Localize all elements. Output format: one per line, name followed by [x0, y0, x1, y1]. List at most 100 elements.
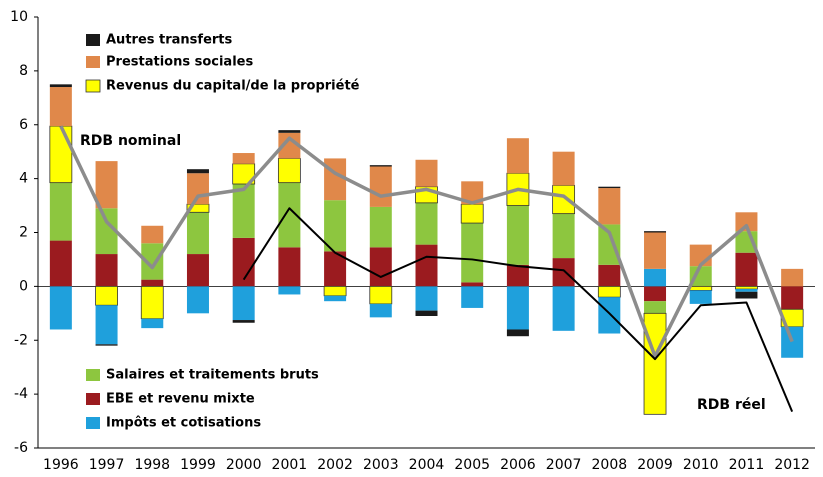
- bar-segment: [735, 289, 758, 292]
- y-tick-label: -6: [14, 440, 28, 456]
- bar-segment: [552, 258, 575, 287]
- x-tick-label: 2012: [774, 457, 810, 473]
- bar-segment: [735, 285, 758, 290]
- x-tick-label: 2010: [683, 457, 719, 473]
- bar-segment: [369, 285, 393, 305]
- bar-segment: [598, 297, 621, 334]
- legend-label: Autres transferts: [106, 33, 233, 48]
- bar-segment: [324, 200, 347, 252]
- bar-segment: [49, 84, 72, 88]
- y-tick-label: 2: [19, 225, 28, 241]
- x-tick-label: 2009: [637, 457, 673, 473]
- bar-segment: [415, 310, 438, 317]
- bar-segment: [141, 243, 164, 280]
- bar-segment: [278, 286, 301, 295]
- bar-segment: [278, 132, 301, 159]
- bar-segment: [735, 252, 758, 287]
- legend-swatch: [86, 56, 100, 68]
- bar-segment: [644, 232, 667, 269]
- bar-segment: [689, 285, 713, 291]
- bar-segment: [506, 264, 529, 287]
- x-tick-label: 2005: [454, 457, 490, 473]
- bar-segment: [278, 130, 301, 133]
- bar-segment: [781, 268, 804, 287]
- bar-segment: [689, 290, 712, 304]
- bar-segment: [369, 166, 392, 207]
- bar-segment: [232, 286, 255, 321]
- bar-segment: [186, 254, 209, 287]
- bar-segment: [644, 286, 667, 302]
- legend-swatch: [85, 79, 101, 93]
- legend-label: EBE et revenu mixte: [106, 392, 255, 407]
- bar-segment: [461, 282, 484, 287]
- bar-segment: [277, 158, 301, 184]
- bar-segment: [598, 188, 621, 225]
- y-tick-label: 4: [19, 171, 28, 187]
- legend-label: Prestations sociales: [106, 55, 253, 70]
- x-tick-label: 2004: [409, 457, 445, 473]
- bar-segment: [689, 266, 712, 287]
- bar-segment: [506, 286, 529, 330]
- bar-segment: [369, 206, 392, 248]
- bar-segment: [461, 181, 484, 205]
- bar-segment: [644, 301, 667, 314]
- bar-segment: [95, 161, 118, 209]
- x-tick-label: 1997: [89, 457, 125, 473]
- x-tick-label: 2011: [729, 457, 765, 473]
- bar-segment: [461, 286, 484, 308]
- bar-segment: [141, 318, 164, 329]
- bar-segment: [141, 225, 164, 244]
- bar-segment: [186, 169, 209, 174]
- bar-segment: [552, 184, 576, 215]
- bar-segment: [644, 268, 667, 287]
- legend-swatch: [86, 393, 100, 405]
- x-tick-label: 2007: [546, 457, 582, 473]
- bar-segment: [324, 158, 347, 201]
- bar-segment: [506, 329, 529, 337]
- bar-segment: [141, 279, 164, 287]
- bar-segment: [369, 303, 392, 318]
- bar-segment: [49, 240, 72, 287]
- bar-segment: [552, 213, 575, 259]
- legend-swatch: [86, 417, 100, 429]
- bar-segment: [369, 247, 392, 287]
- bar-segment: [186, 286, 209, 314]
- line: [242, 207, 794, 413]
- bar-segment: [598, 224, 621, 265]
- x-tick-label: 2008: [592, 457, 628, 473]
- y-tick-label: 6: [19, 117, 28, 133]
- legend-swatch: [86, 369, 100, 381]
- bar-segment: [735, 291, 758, 299]
- line-label: RDB réel: [697, 397, 766, 413]
- bar-segment: [95, 285, 118, 306]
- line: [59, 125, 794, 359]
- y-tick-label: 0: [19, 278, 28, 294]
- bar-segment: [598, 186, 621, 189]
- bar-segment: [49, 182, 72, 241]
- bar-segment: [506, 205, 529, 265]
- bar-segment: [552, 151, 575, 186]
- y-tick-label: -2: [14, 332, 28, 348]
- bar-segment: [95, 344, 118, 346]
- bar-segment: [644, 231, 667, 233]
- x-tick-label: 2006: [500, 457, 536, 473]
- bar-segment: [415, 159, 438, 187]
- bar-segment: [415, 202, 438, 245]
- bar-segment: [461, 223, 484, 283]
- bar-segment: [324, 295, 347, 302]
- bar-segment: [552, 286, 575, 331]
- bar-segment: [95, 305, 118, 345]
- bar-segment: [323, 285, 347, 297]
- x-tick-label: 2002: [317, 457, 353, 473]
- bar-segment: [186, 173, 209, 205]
- x-tick-label: 2003: [363, 457, 399, 473]
- bar-segment: [232, 153, 255, 164]
- bar-segment: [95, 254, 118, 287]
- x-tick-label: 1999: [180, 457, 216, 473]
- legend-label: Revenus du capital/de la propriété: [106, 79, 360, 94]
- y-tick-label: -4: [14, 386, 28, 402]
- x-tick-label: 2000: [226, 457, 262, 473]
- bar-segment: [460, 203, 484, 224]
- bar-segment: [232, 184, 255, 238]
